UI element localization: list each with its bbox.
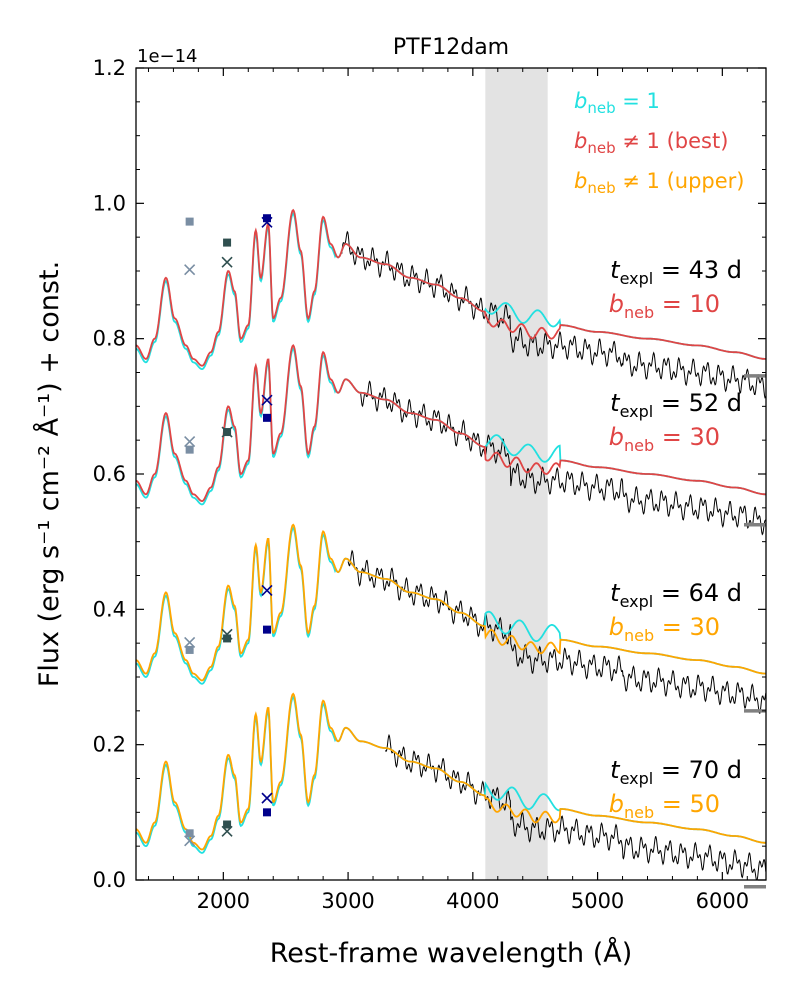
epoch-bneb-label-4: bneb = 50 xyxy=(609,790,720,822)
marker-square-3-1 xyxy=(185,645,194,654)
legend-entry-3: bneb ≠ 1 (upper) xyxy=(574,169,745,197)
legend-entry-1: bneb = 1 xyxy=(574,89,660,117)
x-tick-label-2: 3000 xyxy=(321,889,374,913)
marker-square-1-2 xyxy=(223,238,232,247)
marker-cross-3-2 xyxy=(221,628,233,640)
model-bneb-2 xyxy=(136,344,766,503)
y-tick-label-5: 0.8 xyxy=(93,327,126,351)
legend-entry-2: bneb ≠ 1 (best) xyxy=(574,129,728,157)
model-bneb-4 xyxy=(136,692,766,851)
marker-cross-1-1 xyxy=(184,264,196,276)
epoch-time-label-3: texpl = 64 d xyxy=(610,579,742,611)
scale-label: 1e−14 xyxy=(137,46,198,67)
marker-square-2-1 xyxy=(185,445,194,454)
marker-cross-2-1 xyxy=(184,435,196,448)
y-tick-label-6: 1.0 xyxy=(93,191,126,215)
marker-cross-3-3 xyxy=(261,584,273,596)
observed-spectrum-1 xyxy=(341,230,766,399)
y-tick-label-1: 0.0 xyxy=(93,868,126,892)
y-tick-label-2: 0.2 xyxy=(93,733,126,757)
marker-square-4-2 xyxy=(223,820,232,829)
model-bneb-1 xyxy=(136,208,766,367)
marker-cross-2-3 xyxy=(261,394,273,406)
marker-square-3-3 xyxy=(262,625,271,634)
model-bneb-3 xyxy=(136,523,766,682)
epoch-time-label-4: texpl = 70 d xyxy=(610,756,742,788)
x-tick-label-5: 6000 xyxy=(696,889,749,913)
observed-spectrum-3 xyxy=(347,549,766,714)
marker-square-3-2 xyxy=(223,634,232,643)
y-axis-label: Flux (erg s⁻¹ cm⁻² Å⁻¹) + const. xyxy=(33,261,65,687)
marker-cross-1-2 xyxy=(221,256,233,268)
marker-cross-1-3 xyxy=(261,216,273,228)
marker-cross-4-2 xyxy=(221,825,233,837)
shaded-band-layer xyxy=(485,68,548,880)
y-tick-label-7: 1.2 xyxy=(93,56,126,80)
observed-spectrum-2 xyxy=(360,380,766,536)
marker-square-4-3 xyxy=(262,808,271,817)
marker-square-1-1 xyxy=(185,217,194,226)
y-tick-label-4: 0.6 xyxy=(93,462,126,486)
epoch-bneb-label-2: bneb = 30 xyxy=(609,423,720,455)
marker-cross-2-2 xyxy=(221,426,233,438)
x-tick-label-3: 4000 xyxy=(446,889,499,913)
x-tick-label-1: 2000 xyxy=(197,889,250,913)
axis-layer: 2000 3000 4000 5000 6000 0.0 0.2 0.4 0.6 0.8 1.0 1.… xyxy=(93,56,767,913)
marker-square-2-3 xyxy=(262,413,271,422)
marker-cross-3-1 xyxy=(184,636,196,649)
observed-spectrum-4 xyxy=(385,733,766,880)
chart-title: PTF12dam xyxy=(393,35,509,60)
marker-cross-4-1 xyxy=(184,835,196,847)
marker-cross-4-3 xyxy=(261,792,273,804)
x-tick-label-4: 5000 xyxy=(571,889,624,913)
marker-square-4-1 xyxy=(185,829,194,838)
epoch-bneb-label-1: bneb = 10 xyxy=(609,290,720,322)
epoch-time-label-1: texpl = 43 d xyxy=(610,256,742,288)
marker-layer xyxy=(184,214,273,847)
legend: bneb = 1 bneb ≠ 1 (best) bneb ≠ 1 (upper) xyxy=(574,89,745,197)
y-tick-label-3: 0.4 xyxy=(93,597,126,621)
epoch-time-label-2: texpl = 52 d xyxy=(610,389,742,421)
shaded-band xyxy=(485,68,548,880)
marker-square-1-3 xyxy=(262,214,271,223)
epoch-bneb-label-3: bneb = 30 xyxy=(609,613,720,645)
series-layer xyxy=(136,208,766,880)
x-axis-label: Rest-frame wavelength (Å) xyxy=(270,937,633,969)
